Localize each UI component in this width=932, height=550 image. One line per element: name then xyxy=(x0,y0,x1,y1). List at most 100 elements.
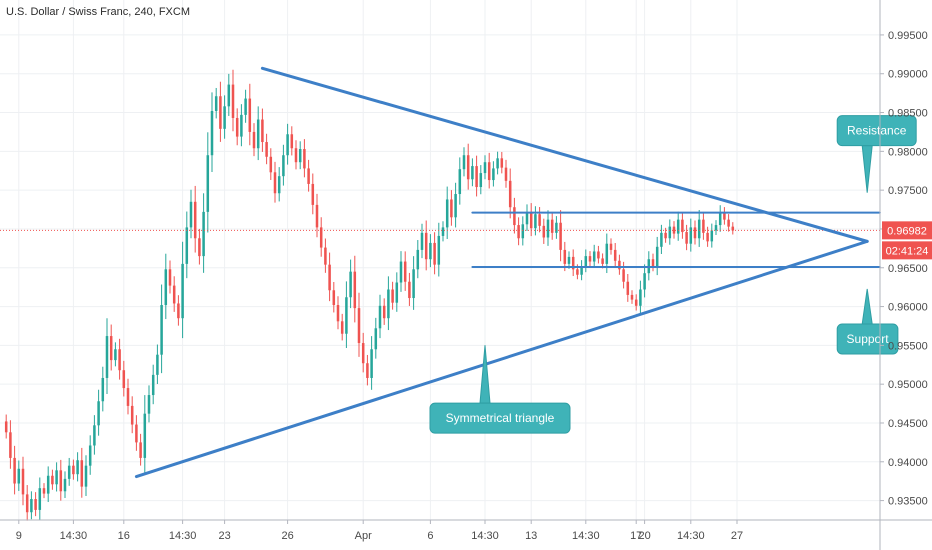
candle xyxy=(353,255,357,323)
candle xyxy=(46,466,50,503)
x-tick-label: 6 xyxy=(427,530,433,542)
candle xyxy=(17,460,21,491)
candle-body xyxy=(462,155,466,170)
candle-body xyxy=(130,405,134,425)
candle-body xyxy=(567,256,571,264)
candle-body xyxy=(609,243,613,250)
candle xyxy=(231,69,235,132)
candle xyxy=(538,207,541,233)
candle xyxy=(592,244,596,268)
triangle-lower[interactable] xyxy=(134,239,869,479)
candle xyxy=(479,165,483,195)
callout-label: Symmetrical triangle xyxy=(446,411,555,425)
x-tick-label: 27 xyxy=(731,530,743,542)
candle xyxy=(433,232,436,275)
candle xyxy=(172,276,176,312)
callout-support[interactable]: Support xyxy=(836,288,899,355)
candle xyxy=(101,366,105,412)
candle xyxy=(714,220,718,236)
candle-body xyxy=(395,282,399,303)
candle xyxy=(697,210,701,247)
candle-body xyxy=(651,259,655,267)
candle xyxy=(76,452,79,482)
candle xyxy=(164,253,168,320)
candle xyxy=(693,220,697,245)
candle xyxy=(403,251,407,291)
candle-body xyxy=(718,212,722,226)
candle-body xyxy=(513,207,516,226)
candle xyxy=(126,378,130,415)
candle xyxy=(542,218,546,244)
candle-body xyxy=(630,294,634,300)
candle xyxy=(181,241,184,339)
candle xyxy=(450,190,453,226)
candle-body xyxy=(63,478,67,492)
candle-body xyxy=(361,343,365,364)
candle-body xyxy=(164,269,168,306)
candle-body xyxy=(555,222,558,233)
candle xyxy=(471,158,474,187)
callout-symmetrical-triangle[interactable]: Symmetrical triangle xyxy=(429,345,571,434)
candle xyxy=(349,259,352,309)
candle xyxy=(412,256,415,310)
candle xyxy=(265,133,268,165)
candle-body xyxy=(219,96,222,129)
candle-body xyxy=(93,425,96,446)
candle xyxy=(630,290,634,304)
candle-body xyxy=(370,349,373,378)
candle-body xyxy=(685,232,688,244)
candle-body xyxy=(550,219,554,233)
candle xyxy=(277,167,281,202)
candle xyxy=(504,159,508,188)
candle xyxy=(298,141,302,170)
candle xyxy=(681,212,684,239)
candle xyxy=(399,251,403,292)
candle xyxy=(240,104,243,147)
candle-body xyxy=(584,256,588,267)
candle-body xyxy=(366,363,369,378)
candle xyxy=(151,364,155,405)
candle-body xyxy=(147,395,151,414)
y-tick-label: 0.94500 xyxy=(888,418,928,430)
candle-body xyxy=(30,499,33,513)
candle-body xyxy=(198,238,201,257)
candle-body xyxy=(307,168,310,184)
candle xyxy=(483,155,487,180)
x-tick-label: 14:30 xyxy=(60,530,88,542)
candle-body xyxy=(17,468,21,484)
candle xyxy=(206,132,210,233)
candle-body xyxy=(525,211,529,225)
x-tick-label: 14:30 xyxy=(677,530,705,542)
candle xyxy=(290,126,294,156)
y-tick-label: 0.95500 xyxy=(888,340,928,352)
y-tick-label: 0.94000 xyxy=(888,457,928,469)
candle xyxy=(462,147,466,177)
candle-body xyxy=(118,349,121,371)
y-tick-label: 0.97500 xyxy=(888,185,928,197)
candle-body xyxy=(324,247,327,265)
x-tick-label: 23 xyxy=(218,530,230,542)
candle xyxy=(357,292,361,357)
current-price-badge xyxy=(882,221,932,240)
callout-resistance[interactable]: Resistance xyxy=(836,115,917,193)
candle xyxy=(609,238,613,255)
candle xyxy=(109,324,113,371)
candle-body xyxy=(672,226,676,234)
candle xyxy=(72,459,75,480)
candle xyxy=(80,447,84,498)
candle xyxy=(706,226,709,247)
candle-body xyxy=(349,271,352,298)
candle xyxy=(723,207,726,225)
candle-body xyxy=(210,110,214,156)
candle xyxy=(676,211,680,241)
trend-drawings xyxy=(134,66,881,479)
candle xyxy=(88,435,92,475)
candle-body xyxy=(319,227,323,248)
candle-body xyxy=(256,119,260,149)
candle xyxy=(424,220,428,271)
candle xyxy=(202,193,205,273)
